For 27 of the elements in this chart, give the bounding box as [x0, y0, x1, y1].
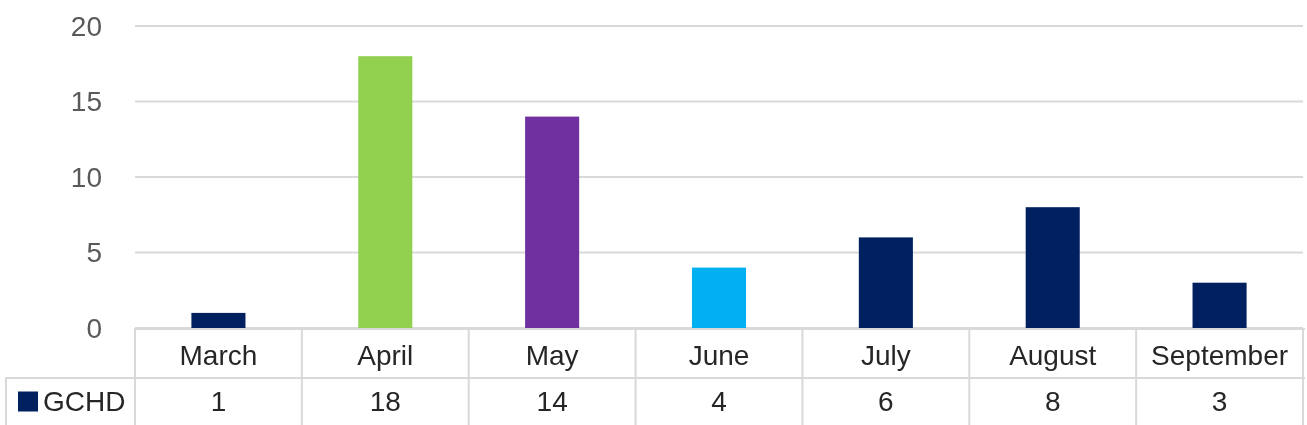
y-tick-label: 15	[70, 86, 102, 117]
x-tick-label: April	[357, 339, 414, 371]
x-tick-label: July	[860, 339, 911, 371]
y-tick-label: 10	[70, 161, 102, 193]
x-tick-label: August	[1009, 339, 1097, 371]
data-label: 8	[1044, 386, 1061, 417]
y-tick-label: 0	[86, 312, 102, 344]
bar	[358, 56, 413, 328]
bar	[191, 312, 246, 328]
x-tick-label: September	[1151, 339, 1289, 371]
y-tick-label: 20	[70, 10, 102, 42]
data-label: 4	[711, 386, 727, 417]
bar	[1192, 282, 1247, 328]
x-tick-label: March	[179, 339, 258, 371]
data-label: 6	[878, 386, 894, 417]
data-label: 14	[536, 386, 568, 417]
x-tick-label: May	[525, 339, 579, 371]
data-label: 18	[369, 386, 401, 417]
bar	[691, 267, 747, 328]
legend-label: GCHD	[43, 386, 126, 417]
data-label: 1	[210, 386, 227, 417]
bar	[1025, 207, 1080, 328]
data-label: 3	[1211, 386, 1228, 417]
x-tick-label: June	[688, 339, 750, 371]
bar	[858, 237, 913, 328]
bar	[525, 116, 580, 328]
y-tick-label: 5	[86, 237, 102, 268]
